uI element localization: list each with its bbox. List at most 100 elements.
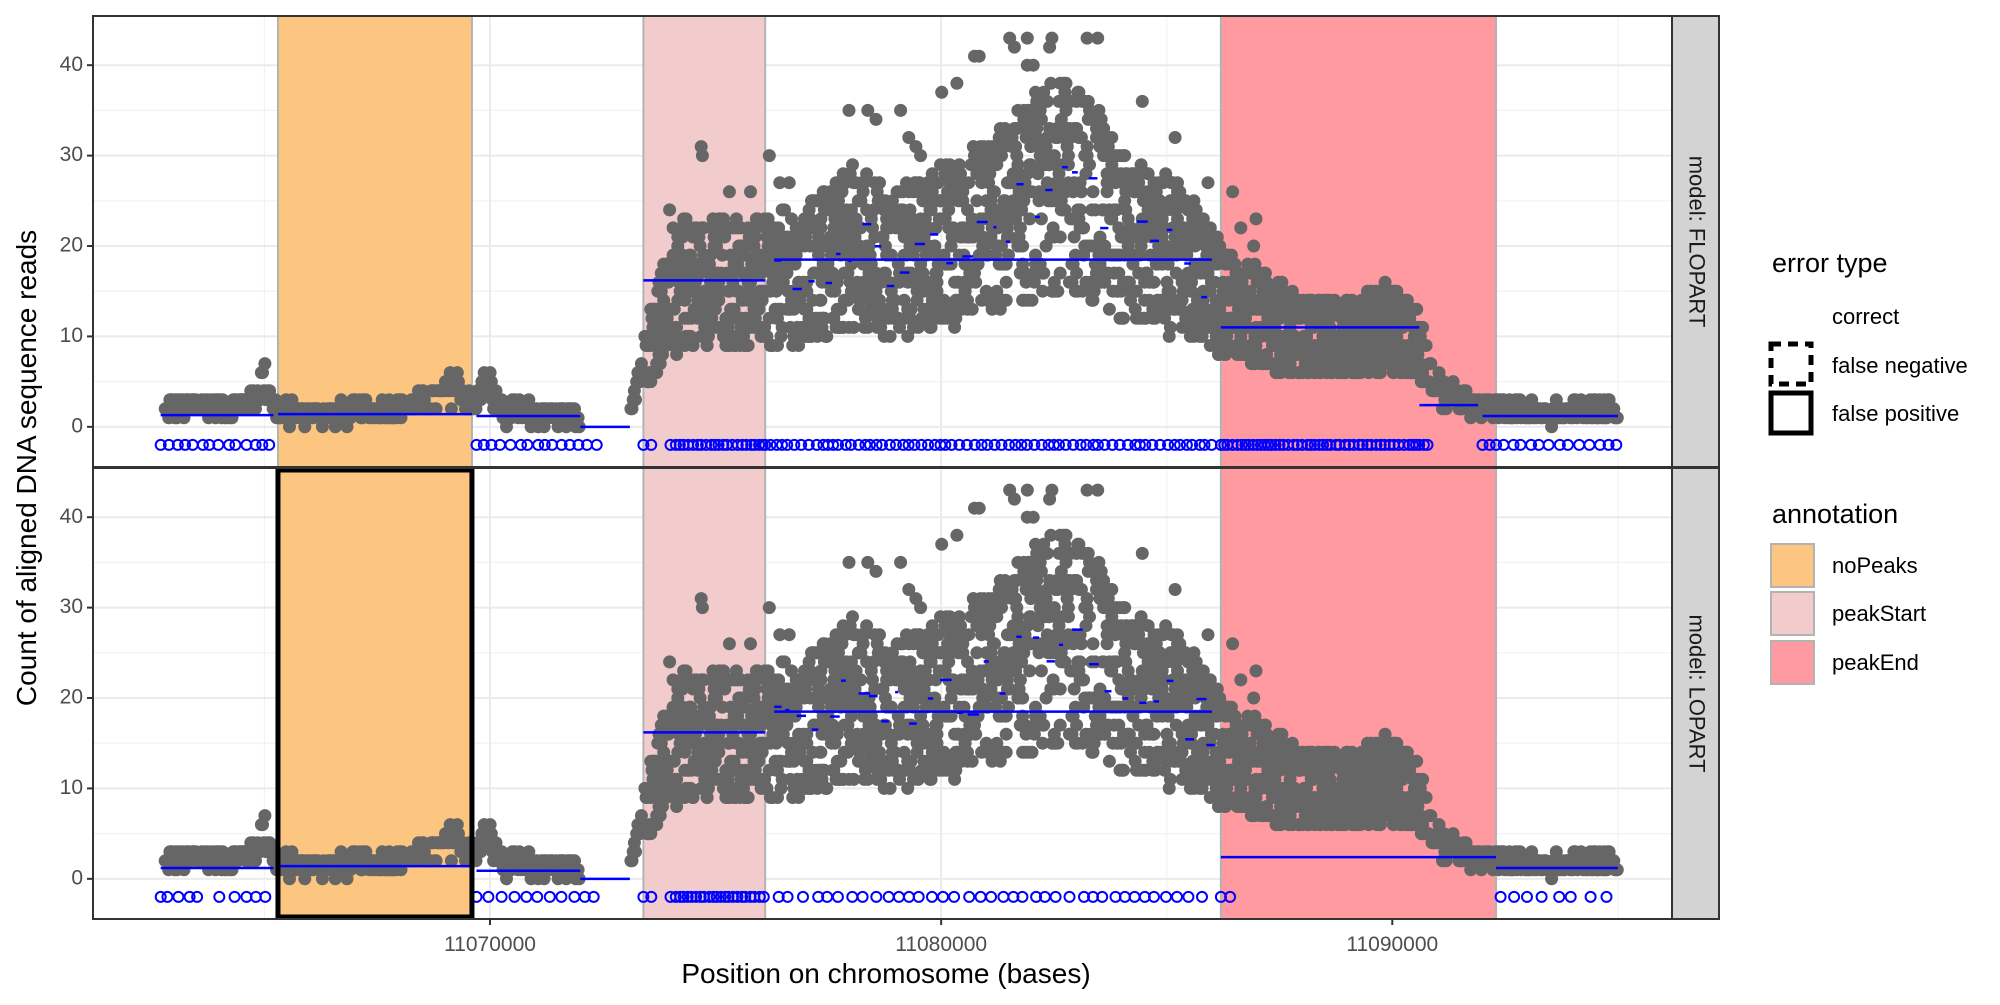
- data-point: [1023, 212, 1036, 225]
- panel-flopart: model: FLOPART: [93, 16, 1719, 467]
- annotation-noPeaks: [278, 468, 472, 919]
- data-point: [1060, 529, 1073, 542]
- data-point: [1021, 484, 1034, 497]
- data-point: [1611, 411, 1624, 424]
- data-point: [1091, 484, 1104, 497]
- data-point: [884, 330, 897, 343]
- data-point: [873, 628, 886, 641]
- data-point: [1247, 240, 1260, 253]
- data-point: [1000, 728, 1013, 741]
- data-point: [1000, 294, 1013, 307]
- data-point: [1105, 583, 1118, 596]
- data-point: [820, 782, 833, 795]
- data-point: [1169, 131, 1182, 144]
- data-point: [1035, 212, 1048, 225]
- data-point: [1041, 95, 1054, 108]
- data-point: [884, 782, 897, 795]
- data-point: [814, 294, 827, 307]
- data-point: [723, 185, 736, 198]
- data-point: [1008, 493, 1021, 506]
- data-point: [1062, 610, 1075, 623]
- data-point: [969, 728, 982, 741]
- data-point: [1103, 755, 1116, 768]
- data-point: [742, 791, 755, 804]
- data-point: [1045, 484, 1058, 497]
- data-point: [870, 113, 883, 126]
- data-point: [1202, 628, 1215, 641]
- data-point: [914, 149, 927, 162]
- data-point: [988, 637, 1001, 650]
- data-point: [814, 746, 827, 759]
- data-point: [966, 303, 979, 316]
- data-point: [846, 610, 859, 623]
- data-point: [1226, 185, 1239, 198]
- data-point: [1014, 673, 1027, 686]
- data-point: [1021, 32, 1034, 45]
- data-point: [1083, 158, 1096, 171]
- data-point: [1008, 41, 1021, 54]
- data-point: [1247, 692, 1260, 705]
- data-point: [1041, 547, 1054, 560]
- data-point: [1000, 746, 1013, 759]
- data-point: [1051, 285, 1064, 298]
- data-point: [1037, 719, 1050, 732]
- data-point: [894, 104, 907, 117]
- data-point: [1250, 212, 1263, 225]
- data-point: [629, 393, 642, 406]
- data-point: [1060, 77, 1073, 90]
- data-point: [783, 628, 796, 641]
- data-point: [854, 673, 867, 686]
- data-point: [1054, 683, 1067, 696]
- data-point: [1118, 149, 1131, 162]
- data-point: [629, 845, 642, 858]
- annotation-noPeaks: [278, 16, 472, 467]
- data-point: [1117, 764, 1130, 777]
- data-point: [973, 50, 986, 63]
- data-point: [1023, 664, 1036, 677]
- data-point: [1054, 719, 1067, 732]
- data-point: [744, 185, 757, 198]
- data-point: [1091, 32, 1104, 45]
- data-point: [1202, 176, 1215, 189]
- data-point: [1062, 158, 1075, 171]
- data-point: [1087, 637, 1100, 650]
- data-point: [1105, 131, 1118, 144]
- data-point: [1148, 276, 1161, 289]
- data-point: [1164, 773, 1177, 786]
- data-point: [1026, 294, 1039, 307]
- data-point: [663, 655, 676, 668]
- data-point: [1070, 719, 1083, 732]
- data-point: [1027, 59, 1040, 72]
- data-point: [1164, 321, 1177, 334]
- data-point: [1045, 32, 1058, 45]
- data-point: [894, 556, 907, 569]
- data-point: [1117, 312, 1130, 325]
- data-point: [1077, 673, 1090, 686]
- data-point: [1014, 221, 1027, 234]
- data-point: [1103, 303, 1116, 316]
- data-point: [1074, 203, 1087, 216]
- data-point: [742, 339, 755, 352]
- data-point: [723, 637, 736, 650]
- data-point: [1148, 728, 1161, 741]
- data-point: [1035, 664, 1048, 677]
- data-point: [935, 86, 948, 99]
- data-point: [1136, 95, 1149, 108]
- data-point: [783, 176, 796, 189]
- data-point: [258, 809, 271, 822]
- data-point: [873, 176, 886, 189]
- data-point: [1026, 746, 1039, 759]
- facet-strip-label: model: FLOPART: [1685, 156, 1710, 328]
- data-point: [1075, 185, 1088, 198]
- data-point: [744, 637, 757, 650]
- data-point: [1075, 637, 1088, 650]
- data-point: [966, 755, 979, 768]
- data-point: [846, 158, 859, 171]
- data-point: [1077, 221, 1090, 234]
- data-point: [1000, 276, 1013, 289]
- data-point: [969, 276, 982, 289]
- data-point: [1169, 583, 1182, 596]
- data-point: [1037, 267, 1050, 280]
- data-point: [1226, 637, 1239, 650]
